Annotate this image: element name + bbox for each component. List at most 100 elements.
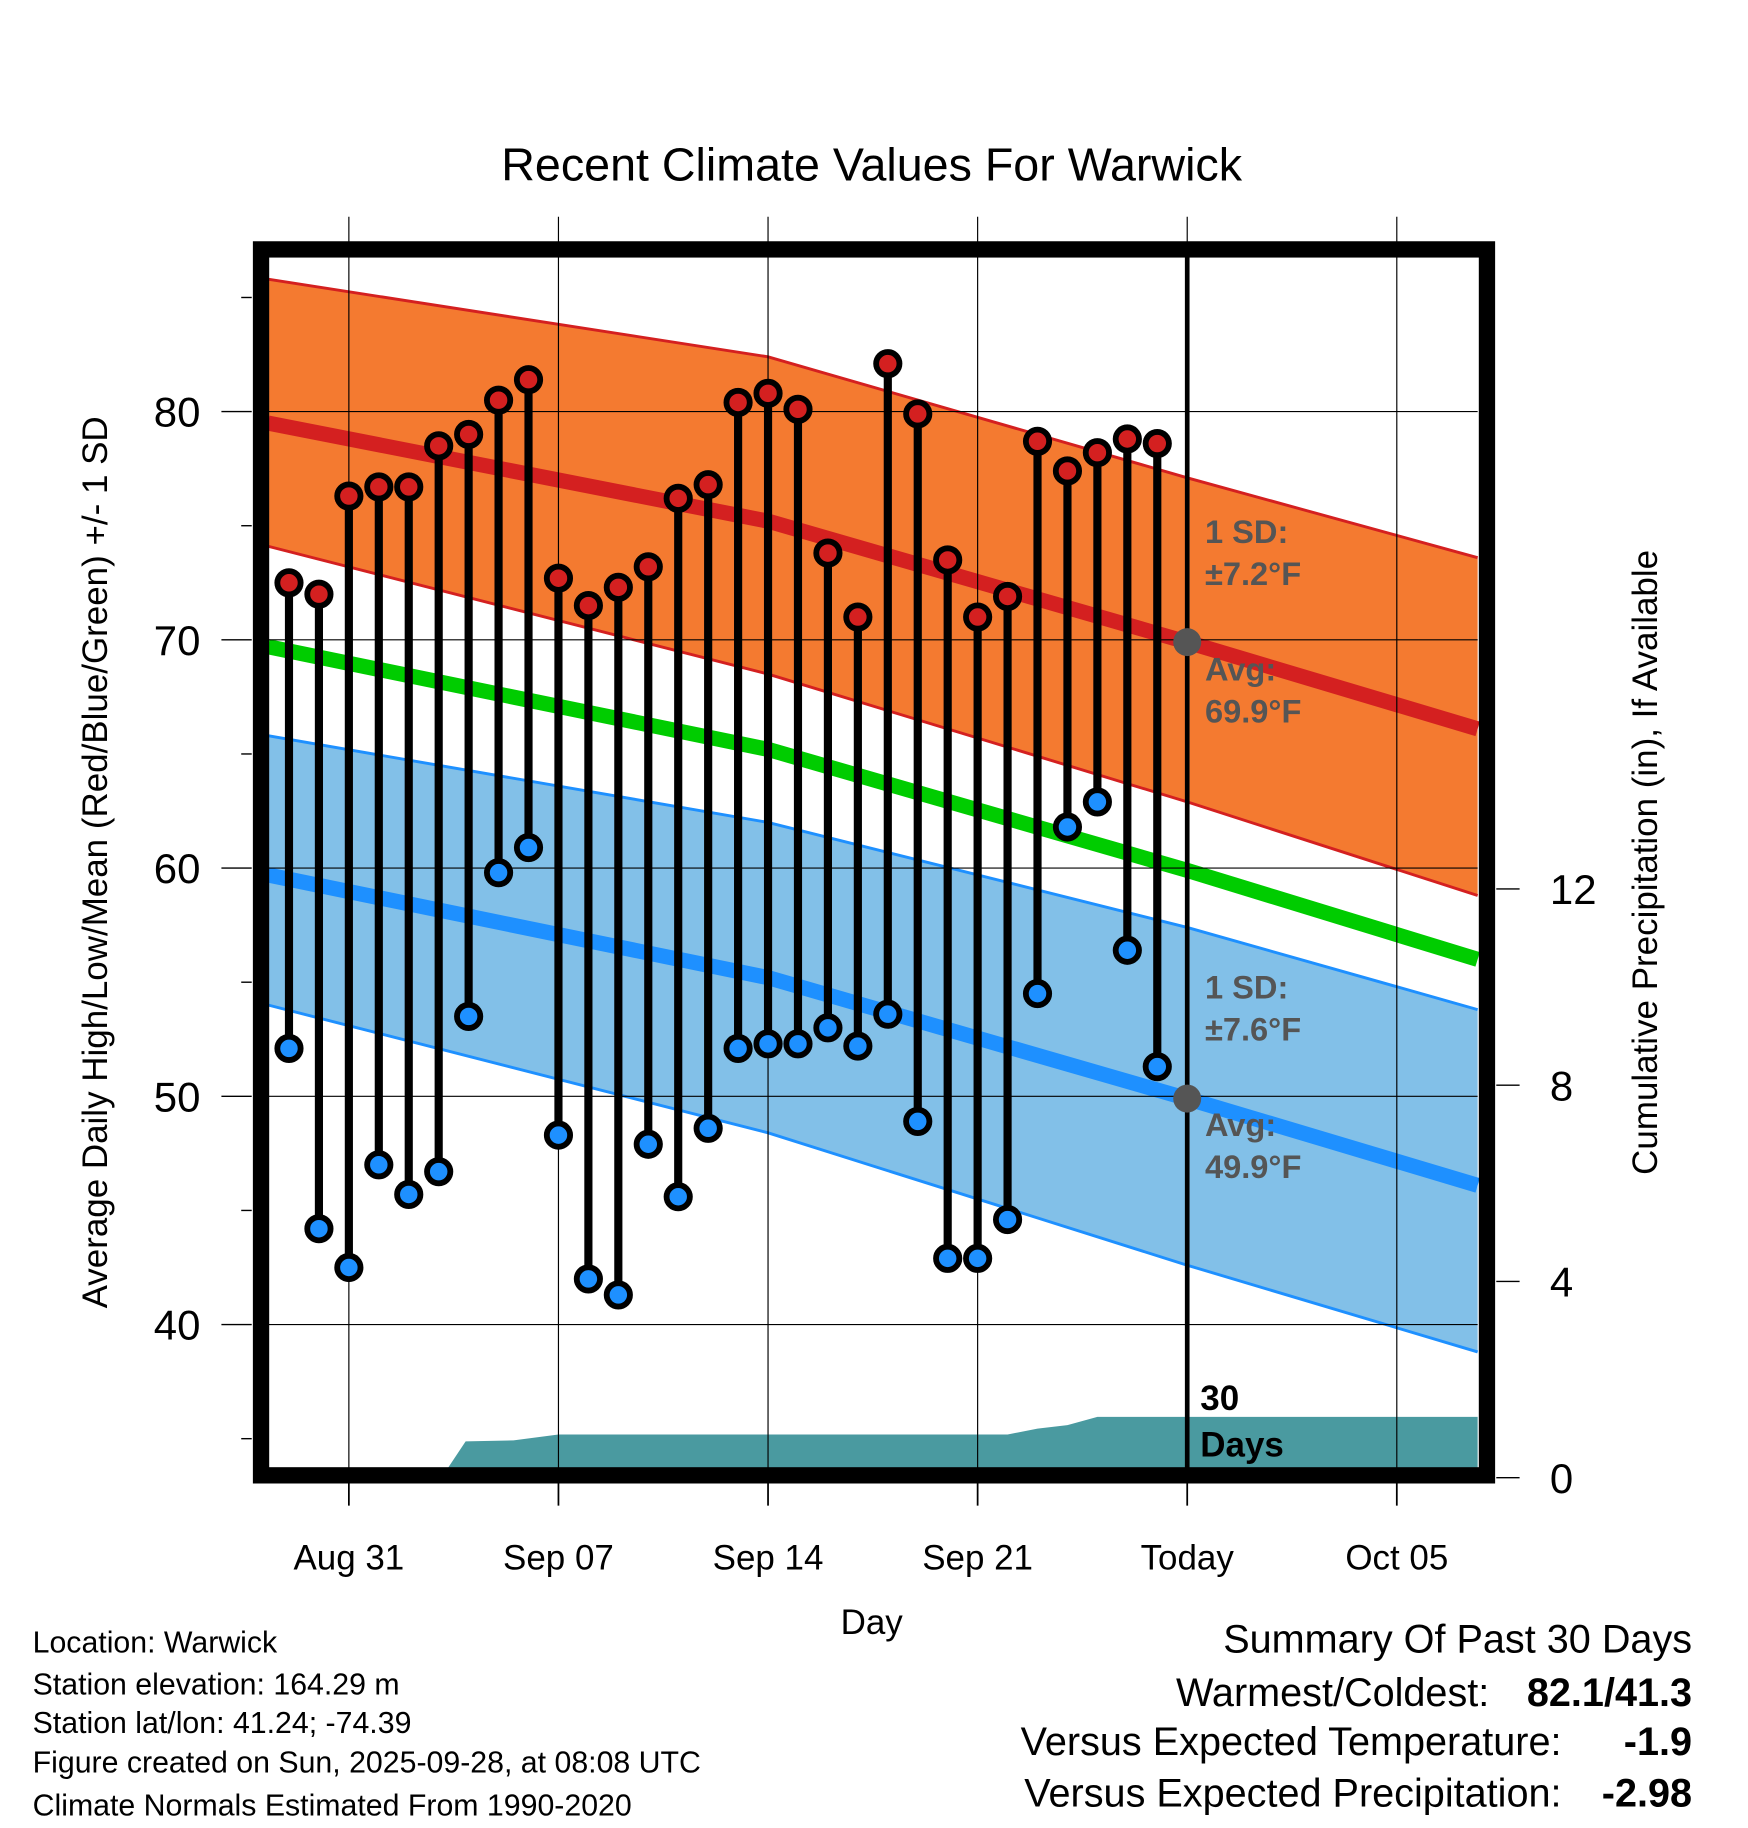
low-point: [513, 832, 544, 863]
x-tick-label: Sep 07: [503, 1539, 614, 1578]
high-point: [993, 581, 1023, 612]
low-point: [424, 1157, 454, 1187]
high-point: [1052, 456, 1083, 486]
low-point: [753, 1029, 783, 1059]
days-label: 30: [1200, 1379, 1239, 1418]
high-point: [1082, 438, 1112, 468]
low-point: [543, 1120, 574, 1150]
low-point: [603, 1280, 633, 1310]
y-tick-label: 40: [154, 1302, 201, 1349]
low-point: [1022, 979, 1053, 1009]
low-point: [633, 1129, 663, 1159]
y2-tick-label: 8: [1550, 1062, 1573, 1109]
low-point: [843, 1031, 873, 1061]
low-avg-value: 49.9°F: [1205, 1148, 1301, 1185]
high-point: [693, 470, 723, 500]
low-avg-label: Avg:: [1205, 1106, 1276, 1143]
high-point: [813, 538, 843, 568]
high-sd-band: [268, 279, 1478, 896]
low-point: [334, 1252, 364, 1283]
high-point: [1022, 426, 1053, 456]
x-tick-label: Today: [1141, 1539, 1235, 1578]
x-axis-label: Day: [841, 1603, 904, 1642]
high-avg-label: Avg:: [1205, 651, 1276, 688]
low-point: [1112, 935, 1142, 965]
low-point: [723, 1033, 753, 1063]
warm-cold-value: 82.1/41.3: [1527, 1671, 1692, 1715]
high-point: [394, 472, 424, 502]
today-low-avg-marker: [1173, 1084, 1202, 1113]
high-point: [663, 483, 693, 513]
footer-normals: Climate Normals Estimated From 1990-2020: [33, 1790, 632, 1823]
y2-tick-label: 12: [1550, 866, 1597, 913]
low-sd-value: ±7.6°F: [1205, 1011, 1301, 1048]
y-axis-label: Average Daily High/Low/Mean (Red/Blue/Gr…: [76, 416, 115, 1308]
y2-axis-label: Cumulative Precipitation (in), If Availa…: [1626, 550, 1665, 1175]
summary: Summary Of Past 30 Days Warmest/Coldest:…: [1021, 1617, 1692, 1815]
high-point: [963, 602, 993, 632]
high-point: [1142, 428, 1172, 459]
y-tick-label: 50: [154, 1073, 201, 1120]
high-sd-value: ±7.2°F: [1205, 555, 1301, 592]
low-sd-band: [268, 735, 1478, 1352]
footer-latlon: Station lat/lon: 41.24; -74.39: [33, 1707, 412, 1740]
warm-cold-label: Warmest/Coldest:: [1176, 1671, 1489, 1715]
high-point: [1112, 424, 1142, 454]
low-point: [1052, 812, 1083, 842]
low-point: [454, 1001, 484, 1032]
low-point: [693, 1113, 723, 1143]
footer-created: Figure created on Sun, 2025-09-28, at 08…: [33, 1747, 701, 1780]
precip-label: Versus Expected Precipitation:: [1024, 1771, 1561, 1815]
high-point: [873, 349, 903, 379]
x-tick-label: Sep 14: [713, 1539, 824, 1578]
low-point: [903, 1106, 933, 1136]
high-sd-label: 1 SD:: [1205, 513, 1288, 550]
plot-area: Aug 31 Sep 07 Sep 14 Sep 21 Today Oct 05 1 SD:…: [154, 216, 1597, 1578]
y-tick-label: 80: [154, 389, 201, 436]
x-tick-label: Oct 05: [1345, 1539, 1448, 1578]
x-tick-label: Sep 21: [922, 1539, 1033, 1578]
high-point: [843, 602, 873, 632]
chart-title: Recent Climate Values For Warwick: [501, 139, 1242, 191]
high-point: [484, 385, 514, 415]
footer-location: Location: Warwick: [33, 1626, 278, 1659]
low-point: [663, 1182, 693, 1212]
y-tick-label: 60: [154, 845, 201, 892]
low-point: [364, 1150, 394, 1180]
low-point: [274, 1033, 304, 1063]
high-point: [783, 394, 813, 424]
y-tick-label: 70: [154, 617, 201, 664]
footer-info: Location: Warwick Station elevation: 164…: [33, 1626, 701, 1822]
low-point: [963, 1243, 993, 1273]
high-point: [633, 552, 663, 582]
low-point: [394, 1179, 424, 1210]
high-point: [274, 568, 304, 598]
high-point: [603, 572, 633, 602]
high-point: [424, 431, 454, 461]
footer-elevation: Station elevation: 164.29 m: [33, 1668, 400, 1701]
low-point: [484, 858, 514, 888]
days-label: Days: [1200, 1426, 1284, 1465]
x-tick-label: Aug 31: [293, 1539, 404, 1578]
temp-value: -1.9: [1624, 1720, 1692, 1764]
high-point: [513, 365, 544, 395]
high-point: [573, 591, 603, 621]
precip-value: -2.98: [1602, 1771, 1692, 1815]
high-point: [543, 563, 574, 593]
plot-frame: [252, 241, 1496, 1484]
y2-tick-label: 0: [1550, 1455, 1573, 1502]
low-point: [993, 1205, 1023, 1235]
low-point: [873, 999, 903, 1029]
low-point: [1082, 787, 1112, 817]
low-point: [933, 1243, 963, 1273]
low-point: [573, 1264, 603, 1294]
high-point: [454, 419, 484, 449]
low-point: [813, 1013, 843, 1043]
temp-label: Versus Expected Temperature:: [1021, 1720, 1562, 1764]
high-point: [364, 472, 394, 502]
high-point: [334, 481, 364, 511]
low-sd-label: 1 SD:: [1205, 969, 1288, 1006]
high-point: [753, 378, 783, 408]
high-point: [933, 545, 963, 575]
